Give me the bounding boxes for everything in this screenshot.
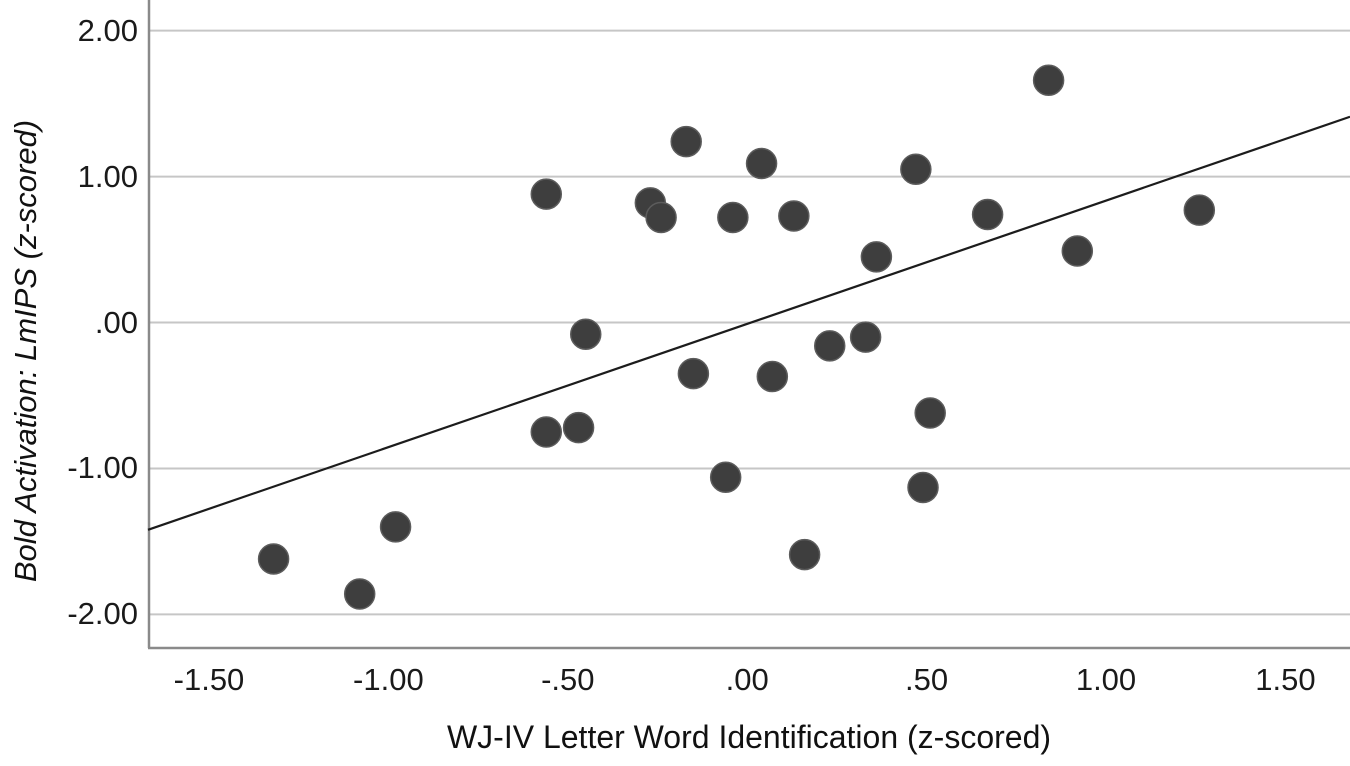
x-tick-label: 1.50: [1255, 662, 1316, 697]
scatter-point: [257, 543, 290, 575]
scatter-point: [677, 357, 710, 390]
x-tick-label: 1.00: [1075, 662, 1137, 697]
x-tick-label: -1.50: [173, 662, 245, 697]
y-tick-label: -2.00: [67, 596, 138, 632]
trend-line: [147, 115, 1350, 531]
scatter-point: [1032, 64, 1065, 97]
y-tick-label: 2.00: [77, 12, 138, 48]
y-axis-title: Bold Activation: LmIPS (z-scored): [8, 119, 43, 583]
scatter-point: [849, 321, 882, 353]
y-tick-label: .00: [94, 304, 138, 340]
x-tick-label: .50: [905, 662, 949, 697]
scatter-point: [788, 538, 821, 571]
x-axis-title: WJ-IV Letter Word Identification (z-scor…: [446, 719, 1052, 755]
scatter-point: [914, 397, 946, 429]
scatter-point: [530, 416, 563, 448]
scatter-point: [562, 411, 595, 444]
scatter-point: [1183, 194, 1216, 226]
scatter-point: [971, 198, 1004, 231]
x-tick-label: .00: [725, 662, 769, 697]
scatter-point: [343, 578, 376, 610]
scatter-point: [379, 511, 412, 543]
scatter-point: [813, 330, 846, 362]
scatter-point: [1061, 235, 1094, 267]
scatter-point: [569, 318, 602, 350]
x-tick-label: -.50: [541, 662, 595, 697]
scatter-point: [717, 201, 749, 234]
scatter-point: [900, 153, 932, 186]
scatter-point: [530, 178, 563, 210]
scatter-point: [709, 461, 742, 493]
scatter-point: [670, 125, 702, 158]
scatter-point: [745, 147, 778, 180]
scatter-point: [756, 360, 789, 393]
scatter-point: [907, 471, 939, 504]
scatter-point: [645, 201, 677, 234]
scatter-point: [778, 200, 810, 232]
scatter-point: [860, 241, 893, 273]
y-tick-label: -1.00: [67, 450, 138, 486]
x-tick-label: -1.00: [353, 662, 424, 697]
y-tick-label: 1.00: [77, 158, 138, 194]
